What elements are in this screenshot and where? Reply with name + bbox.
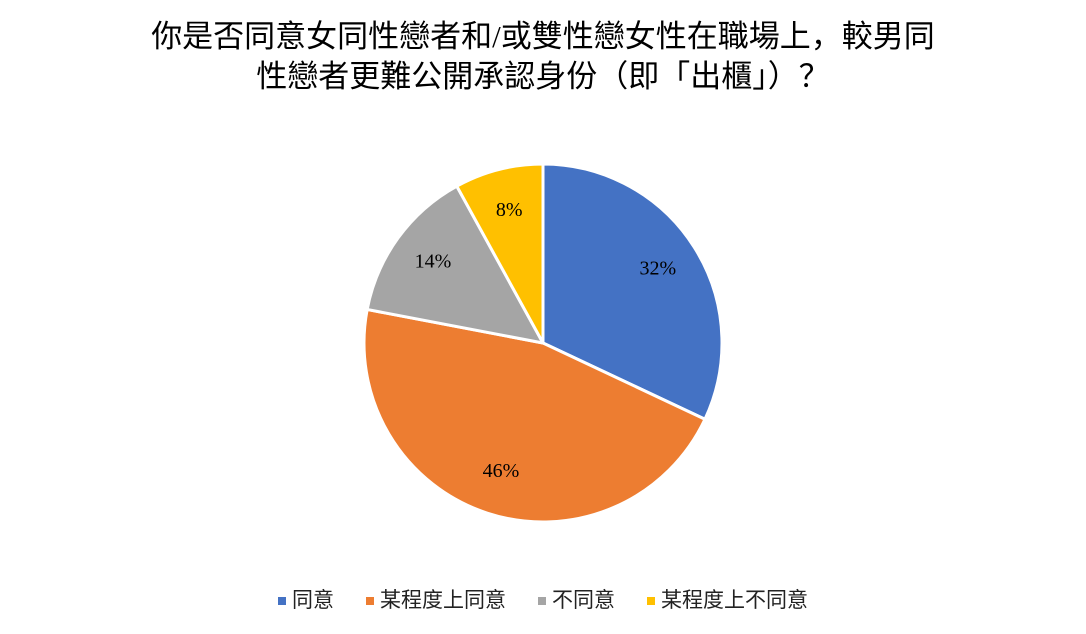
data-label: 46%: [483, 460, 520, 482]
legend-label: 不同意: [552, 588, 615, 612]
pie-slice: [541, 162, 724, 422]
legend-marker: [278, 597, 286, 605]
data-label: 32%: [640, 258, 677, 280]
legend-marker: [366, 597, 374, 605]
chart-title: 你是否同意女同性戀者和/或雙性戀女性在職場上，較男同: [151, 19, 935, 54]
legend-label: 某程度上不同意: [661, 588, 808, 612]
pie-slice: [454, 162, 545, 344]
legend-label: 某程度上同意: [380, 588, 506, 612]
data-label: 8%: [496, 199, 523, 221]
legend-marker: [538, 597, 546, 605]
legend-marker: [647, 597, 655, 605]
data-label: 14%: [415, 251, 452, 273]
chart-title: 性戀者更難公開承認身份（即「出櫃」）？: [256, 59, 830, 94]
pie-slice: [362, 307, 707, 524]
legend-label: 同意: [292, 588, 334, 612]
pie-slice: [365, 184, 546, 346]
